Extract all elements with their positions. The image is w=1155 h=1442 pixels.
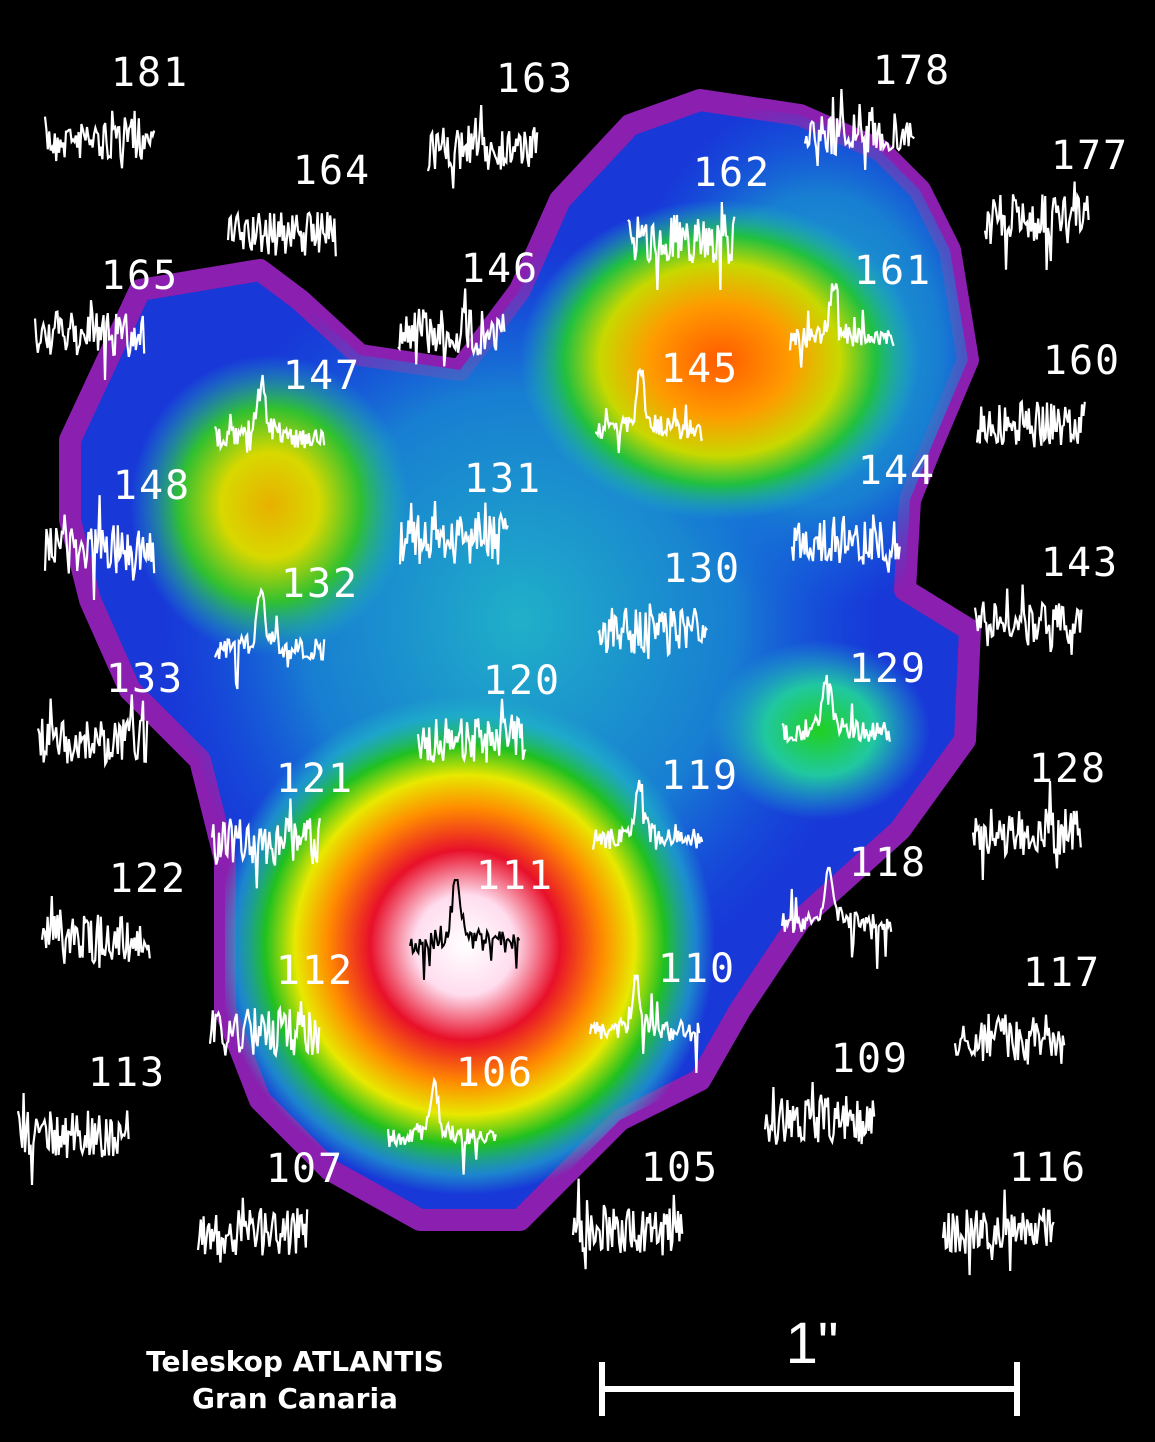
spectrum	[198, 1198, 307, 1263]
fiber-label: 117	[1023, 950, 1101, 996]
spectrum	[573, 1179, 682, 1270]
fiber-label: 120	[483, 658, 561, 704]
fiber-label: 161	[854, 248, 932, 294]
fiber-label: 148	[113, 463, 191, 509]
fiber-label: 122	[109, 856, 187, 902]
spectrum	[765, 1082, 874, 1144]
fiber-label: 144	[858, 448, 936, 494]
fiber-label: 165	[101, 253, 179, 299]
fiber-label: 109	[831, 1036, 909, 1082]
page: 181 163 178 164 177 165 146 162 161 147 160 145 148 1…	[0, 0, 1155, 1442]
fiber-label: 181	[111, 50, 189, 96]
spectrum	[45, 111, 154, 169]
spectrum	[975, 585, 1081, 655]
fiber-label: 163	[496, 56, 574, 102]
spectrum	[428, 105, 537, 188]
fiber-label: 118	[849, 840, 927, 886]
fiber-label: 132	[281, 561, 359, 607]
fiber-label: 133	[106, 656, 184, 702]
fiber-label: 110	[658, 946, 736, 992]
spectrum	[977, 402, 1085, 448]
fiber-label: 164	[293, 148, 371, 194]
fiber-label: 147	[283, 353, 361, 399]
spectrum	[955, 1014, 1064, 1065]
figure: 181 163 178 164 177 165 146 162 161 147 160 145 148 1…	[0, 0, 1155, 1442]
fiber-label: 146	[461, 246, 539, 292]
spectrum	[38, 695, 147, 765]
spectrum	[228, 212, 336, 256]
spectrum	[42, 896, 150, 968]
fiber-label: 121	[276, 756, 354, 802]
fiber-label: 131	[464, 456, 542, 502]
scale-label: 1"	[786, 1311, 839, 1376]
spectrum	[973, 781, 1081, 880]
fiber-label: 178	[873, 48, 951, 94]
spectrum	[18, 1093, 129, 1185]
fiber-label: 130	[663, 546, 741, 592]
fiber-label: 106	[456, 1050, 534, 1096]
fiber-label: 160	[1043, 338, 1121, 384]
caption-line: Teleskop ATLANTIS	[146, 1345, 444, 1378]
fiber-label: 107	[266, 1146, 344, 1192]
fiber-label: 145	[661, 346, 739, 392]
spectrum	[985, 182, 1089, 271]
fiber-label: 111	[476, 853, 554, 899]
fiber-label: 113	[88, 1050, 166, 1096]
spectrum	[943, 1190, 1054, 1276]
fiber-label: 105	[641, 1145, 719, 1191]
caption-line: Gran Canaria	[192, 1382, 398, 1415]
fiber-label: 177	[1051, 133, 1129, 179]
fiber-label: 143	[1041, 540, 1119, 586]
fiber-label: 128	[1029, 746, 1107, 792]
fiber-label: 119	[661, 753, 739, 799]
fiber-label: 116	[1009, 1145, 1087, 1191]
fiber-label: 112	[276, 948, 354, 994]
fiber-label: 162	[693, 150, 771, 196]
fiber-label: 129	[849, 646, 927, 692]
